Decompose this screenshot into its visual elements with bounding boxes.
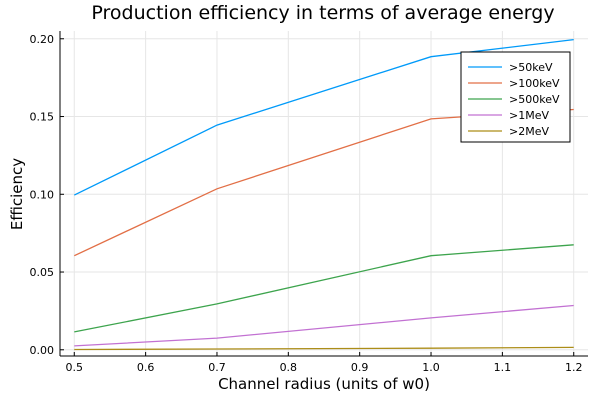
y-tick-label: 0.05: [30, 266, 55, 279]
y-ticks: 0.00 0.05 0.10 0.15 0.20: [30, 33, 64, 357]
series-line: [74, 304, 574, 347]
x-tick-label: 1.2: [565, 361, 583, 374]
legend: >50keV >100keV >500keV >1MeV >2MeV: [460, 51, 571, 143]
x-tick-label: 0.9: [351, 361, 369, 374]
y-axis-label: Efficiency: [8, 158, 26, 230]
legend-entry-label: >500keV: [509, 93, 560, 106]
x-tick-label: 0.5: [66, 361, 84, 374]
y-tick-label: 0.10: [30, 188, 55, 201]
x-tick-label: 0.7: [208, 361, 226, 374]
x-axis-label: Channel radius (units of w0): [218, 375, 430, 393]
series-lines: [74, 38, 574, 351]
grid: [60, 31, 588, 356]
y-tick-label: 0.15: [30, 111, 55, 124]
x-tick-label: 1.0: [422, 361, 440, 374]
legend-entry-label: >50keV: [509, 61, 553, 74]
legend-entry-label: >2MeV: [509, 125, 549, 138]
series-line: [74, 244, 574, 333]
legend-entry-label: >1MeV: [509, 109, 549, 122]
x-tick-label: 0.6: [137, 361, 155, 374]
x-tick-label: 0.8: [280, 361, 298, 374]
x-tick-label: 1.1: [494, 361, 512, 374]
series-line: [74, 346, 574, 351]
y-tick-label: 0.20: [30, 33, 55, 46]
y-tick-label: 0.00: [30, 344, 55, 357]
chart-title: Production efficiency in terms of averag…: [91, 2, 554, 24]
series-line: [74, 38, 574, 196]
x-ticks: 0.5 0.6 0.7 0.8 0.9 1.0 1.1 1.2: [66, 352, 583, 374]
legend-entry-label: >100keV: [509, 77, 560, 90]
